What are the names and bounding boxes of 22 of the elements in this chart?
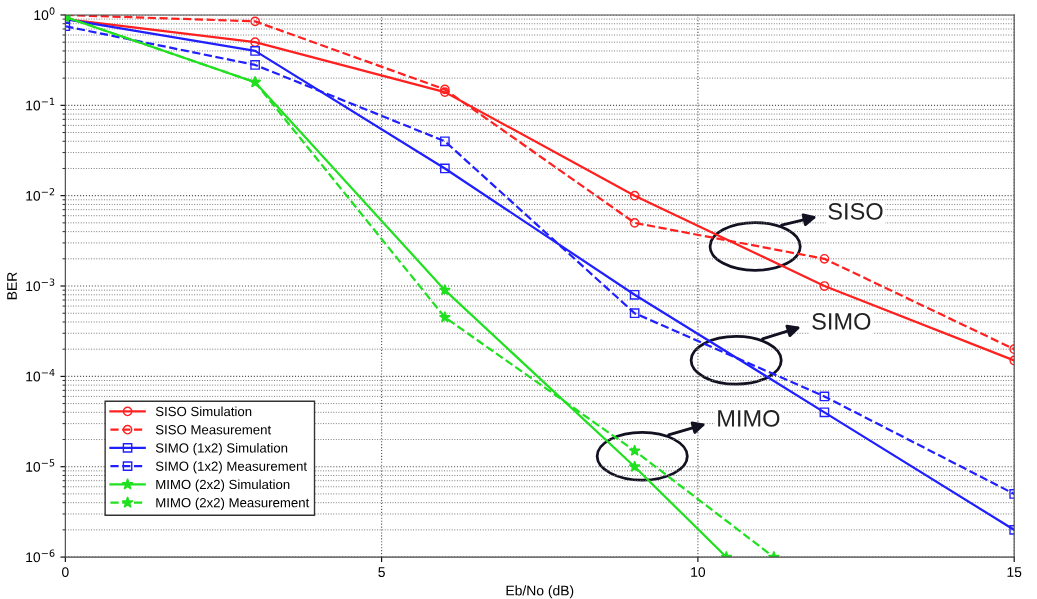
x-tick-label: 5	[378, 567, 385, 577]
y-tick-label: 10$^{−6}$	[26, 549, 55, 563]
y-tick-label: 10$^{−4}$	[26, 368, 55, 382]
y-tick-label: 10$^{−1}$	[26, 97, 55, 111]
y-tick-label: 10$^{0}$	[34, 7, 55, 21]
x-axis-title: Eb/No (dB)	[506, 585, 574, 599]
annotation: SISO	[828, 203, 883, 220]
y-tick-label: 10$^{−5}$	[26, 459, 55, 472]
y-axis-title: BER	[7, 272, 17, 300]
legend-label: SISO Simulation	[155, 406, 252, 417]
x-tick-label: 10	[691, 567, 706, 577]
legend-label: MIMO (2x2) Simulation	[156, 479, 290, 492]
y-tick-label: 10$^{−3}$	[26, 278, 55, 292]
annotation: SIMO	[812, 313, 871, 330]
legend-label: MIMO (2x2) Measurement	[156, 497, 310, 510]
legend-label: SIMO (1x2) Measurement	[155, 461, 307, 474]
legend-label: SISO Measurement	[155, 425, 272, 435]
legend-label: SIMO (1x2) Simulation	[155, 442, 288, 456]
y-tick-label: 10$^{−2}$	[26, 188, 55, 201]
x-tick-label: 15	[1007, 567, 1022, 577]
annotation: MIMO	[718, 410, 780, 427]
x-tick-label: 0	[62, 567, 69, 577]
